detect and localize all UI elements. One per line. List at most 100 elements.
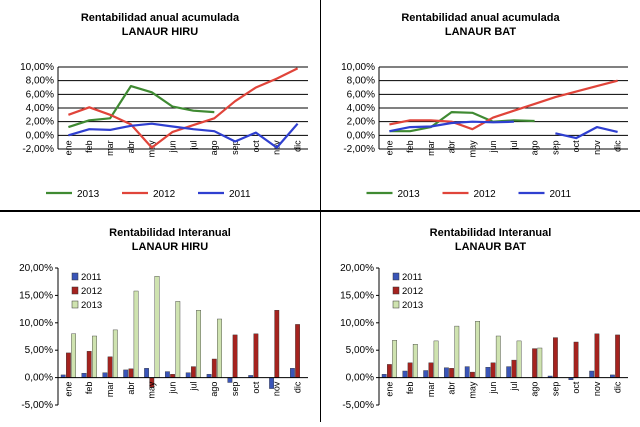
bar-2012-ago [211,358,217,378]
bar-2012-sep [232,334,238,378]
bar-2012-feb [407,362,413,378]
x-tick-label: ene [384,382,394,397]
x-tick-label: jun [488,382,498,395]
y-tick-label: 8,00% [26,76,54,87]
y-tick-label: 10,00% [341,62,375,73]
chart-subtitle: LANAUR HIRU [122,26,198,38]
bar-2011-nov [589,370,595,378]
bar-2013-ene [392,340,398,378]
chart-title: Rentabilidad Interanual [430,227,552,239]
chart-subtitle: LANAUR BAT [455,241,527,253]
x-tick-label: sep [230,382,240,397]
bar-2012-ene [65,352,71,378]
x-tick-label: ene [63,382,73,397]
chart-subtitle: LANAUR BAT [445,26,517,38]
chart-hiru-accumulated: Rentabilidad anual acumulada LANAUR HIRU -… [20,12,308,200]
y-tick-label: -5,00% [21,400,53,411]
y-tick-label: 0,00% [347,130,375,141]
y-tick-label: 4,00% [26,103,54,114]
x-tick-label: may [467,140,477,158]
bar-2011-feb [402,370,408,378]
x-tick-label: nov [272,381,282,396]
x-tick-label: oct [251,140,261,153]
chart-title: Rentabilidad Interanual [109,227,231,239]
x-tick-label: nov [592,140,602,155]
bar-2011-abr [123,369,129,378]
chart-panel-hiru-interannual: Rentabilidad Interanual LANAUR HIRU -5,00%… [0,212,320,422]
bar-2012-abr [128,368,134,378]
y-tick-label: 4,00% [347,103,375,114]
bar-2012-sep [552,337,558,378]
series-line-2013 [68,85,215,129]
bar-2011-mar [102,372,108,378]
x-tick-label: abr [126,382,136,395]
y-tick-label: 5,00% [346,345,374,356]
series-line-2011 [389,120,618,140]
x-tick-label: feb [84,382,94,395]
y-tick-label: 0,00% [26,130,54,141]
bar-2013-feb [92,335,97,378]
bar-2012-jul [190,366,196,378]
bar-2012-dic [295,324,300,378]
x-tick-label: mar [426,140,436,156]
legend-label-2011: 2011 [550,189,572,200]
bar-2011-may [464,366,470,378]
legend-swatch-2013 [392,300,400,309]
y-tick-label: 0,00% [25,373,53,384]
bar-2013-abr [133,290,139,378]
x-tick-label: ago [209,140,219,155]
legend-swatch-2012 [71,286,79,295]
y-tick-label: -5,00% [342,400,374,411]
x-tick-label: dic [613,140,623,152]
x-tick-label: jun [168,140,178,153]
bar-2011-dic [290,368,295,378]
x-tick-label: ene [63,140,73,155]
y-tick-label: 2,00% [26,117,54,128]
x-tick-label: jul [188,140,198,150]
chart-panel-bat-accumulated: Rentabilidad anual acumulada LANAUR BAT -2… [321,0,640,210]
bar-2011-jun [164,371,170,378]
x-tick-label: mar [105,140,115,156]
chart-bat-accumulated: Rentabilidad anual acumulada LANAUR BAT -2… [341,12,628,200]
series-line-2011 [68,122,299,149]
bar-2013-jul [196,309,201,378]
x-tick-label: abr [447,140,457,153]
x-tick-label: ago [530,382,540,397]
legend-label-2011: 2011 [402,272,422,283]
y-tick-label: 6,00% [347,89,375,100]
chart-title: Rentabilidad anual acumulada [81,12,240,24]
y-tick-label: 5,00% [25,345,53,356]
bar-2012-ago [532,348,537,378]
bar-2012-jun [490,362,496,378]
series-line-2012 [389,79,618,131]
y-tick-label: 8,00% [347,76,375,87]
x-tick-label: oct [251,381,261,394]
bar-2013-ago [537,347,543,378]
legend-label-2013: 2013 [77,189,100,200]
bar-2012-may [469,371,475,378]
y-tick-label: 0,00% [346,373,374,384]
bar-2011-jul [506,366,512,378]
y-tick-label: 10,00% [19,318,53,329]
x-tick-label: feb [405,382,415,395]
bar-2013-jun [495,335,501,378]
x-tick-label: oct [571,381,581,394]
bar-2011-mar [423,370,429,378]
y-tick-label: -2,00% [22,144,54,155]
x-tick-label: ago [530,140,540,155]
chart-panel-hiru-accumulated: Rentabilidad anual acumulada LANAUR HIRU -… [0,0,320,210]
bar-2012-feb [86,351,92,378]
bar-2012-nov [274,309,280,378]
horizontal-divider [0,210,640,212]
y-tick-label: 10,00% [20,62,54,73]
x-tick-label: jun [168,382,178,395]
bar-2012-abr [449,368,454,378]
legend-label-2013: 2013 [398,189,421,200]
x-tick-label: may [147,381,157,399]
y-tick-label: 10,00% [340,318,374,329]
legend-swatch-2011 [392,272,400,281]
bar-2011-jul [185,372,191,378]
bar-2011-abr [443,367,449,378]
bar-2012-oct [573,341,579,378]
legend-label-2012: 2012 [153,189,176,200]
